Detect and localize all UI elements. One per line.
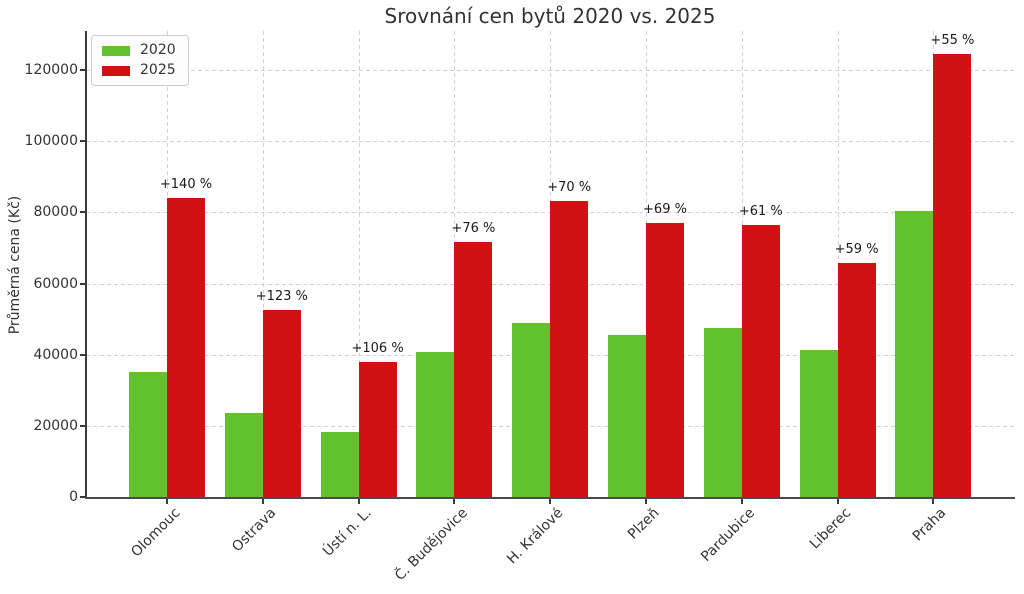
- y-tick-label: 20000: [33, 417, 78, 434]
- y-tick-mark: [80, 211, 85, 214]
- bar-2020-Pardubice: [703, 327, 742, 497]
- x-tick-label: Ostrava: [228, 505, 280, 556]
- legend-swatch-2025: [102, 65, 130, 76]
- y-tick-label: 120000: [24, 62, 78, 79]
- x-tick-mark: [453, 499, 456, 504]
- bar-2020-Ústí n. L.: [320, 431, 359, 497]
- x-tick-label: Praha: [910, 505, 950, 545]
- pct-growth-label: +61 %: [738, 203, 783, 219]
- x-tick-label: Ústí n. L.: [320, 505, 375, 560]
- horizontal-gridline: [86, 141, 1014, 143]
- y-tick-label: 100000: [24, 133, 78, 150]
- x-tick-label: H. Králové: [504, 505, 567, 568]
- bar-2025-H. Králové: [550, 200, 589, 497]
- legend-item-2020: 2020: [102, 43, 176, 58]
- pct-growth-label: +55 %: [930, 33, 975, 49]
- legend-label-2020: 2020: [140, 42, 176, 58]
- bar-2020-H. Králové: [512, 322, 551, 497]
- bar-2020-Olomouc: [129, 372, 167, 497]
- bar-2025-Č. Budějovice: [454, 242, 493, 497]
- pct-growth-label: +69 %: [643, 201, 687, 217]
- x-tick-label: Pardubice: [698, 505, 759, 565]
- x-tick-mark: [166, 499, 168, 504]
- plot-area: +140 % +123 % +106 % +76 % +70 % +69 % +61 % +5…: [86, 31, 1014, 497]
- y-tick-mark: [80, 496, 85, 498]
- y-tick-mark: [80, 282, 85, 285]
- x-tick-mark: [740, 499, 743, 504]
- x-tick-label: Liberec: [806, 505, 854, 553]
- bar-2020-Plzeň: [608, 334, 646, 497]
- pct-growth-label: +76 %: [451, 221, 496, 237]
- y-tick-mark: [80, 69, 85, 72]
- y-axis-spine: [85, 31, 87, 498]
- horizontal-gridline: [86, 212, 1014, 214]
- y-tick-label: 0: [69, 489, 78, 505]
- x-tick-label: Č. Budějovice: [391, 505, 471, 584]
- y-axis-label: Průměrná cena (Kč): [7, 195, 23, 335]
- y-tick-label: 60000: [33, 275, 78, 292]
- bar-2025-Plzeň: [646, 222, 684, 497]
- bar-2025-Ústí n. L.: [358, 362, 397, 497]
- x-tick-label: Olomouc: [127, 505, 184, 561]
- bar-2025-Olomouc: [167, 198, 205, 497]
- vertical-gridline: [262, 31, 264, 497]
- bar-2025-Praha: [933, 54, 972, 497]
- pct-growth-label: +123 %: [255, 288, 308, 304]
- pct-growth-label: +106 %: [351, 341, 404, 357]
- bar-2025-Liberec: [837, 263, 876, 497]
- chart-title: Srovnání cen bytů 2020 vs. 2025: [384, 4, 716, 28]
- legend-item-2025: 2025: [102, 63, 176, 78]
- bar-2020-Č. Budějovice: [416, 352, 455, 497]
- legend-swatch-2020: [102, 45, 130, 56]
- bar-2025-Ostrava: [262, 309, 301, 497]
- legend: 2020 2025: [91, 35, 189, 86]
- y-tick-mark: [80, 353, 85, 356]
- pct-growth-label: +70 %: [547, 179, 592, 195]
- x-tick-label: Plzeň: [624, 505, 663, 543]
- bar-2020-Ostrava: [224, 413, 263, 497]
- legend-label-2025: 2025: [140, 62, 176, 78]
- y-tick-label: 80000: [33, 204, 78, 221]
- x-axis-spine: [85, 497, 1015, 499]
- bar-2025-Pardubice: [741, 224, 780, 497]
- y-tick-label: 40000: [33, 346, 78, 363]
- x-tick-mark: [549, 499, 552, 504]
- x-tick-mark: [357, 499, 360, 504]
- pct-growth-label: +59 %: [834, 242, 879, 258]
- horizontal-gridline: [86, 70, 1014, 72]
- vertical-gridline: [358, 31, 360, 497]
- y-tick-mark: [80, 140, 85, 143]
- bar-2020-Praha: [895, 211, 934, 497]
- x-tick-mark: [836, 499, 839, 504]
- pct-growth-label: +140 %: [159, 177, 213, 193]
- bar-2020-Liberec: [799, 350, 838, 497]
- x-tick-mark: [645, 499, 647, 504]
- horizontal-gridline: [86, 283, 1014, 285]
- x-tick-mark: [261, 499, 264, 504]
- x-tick-mark: [932, 499, 935, 504]
- y-tick-mark: [80, 424, 85, 427]
